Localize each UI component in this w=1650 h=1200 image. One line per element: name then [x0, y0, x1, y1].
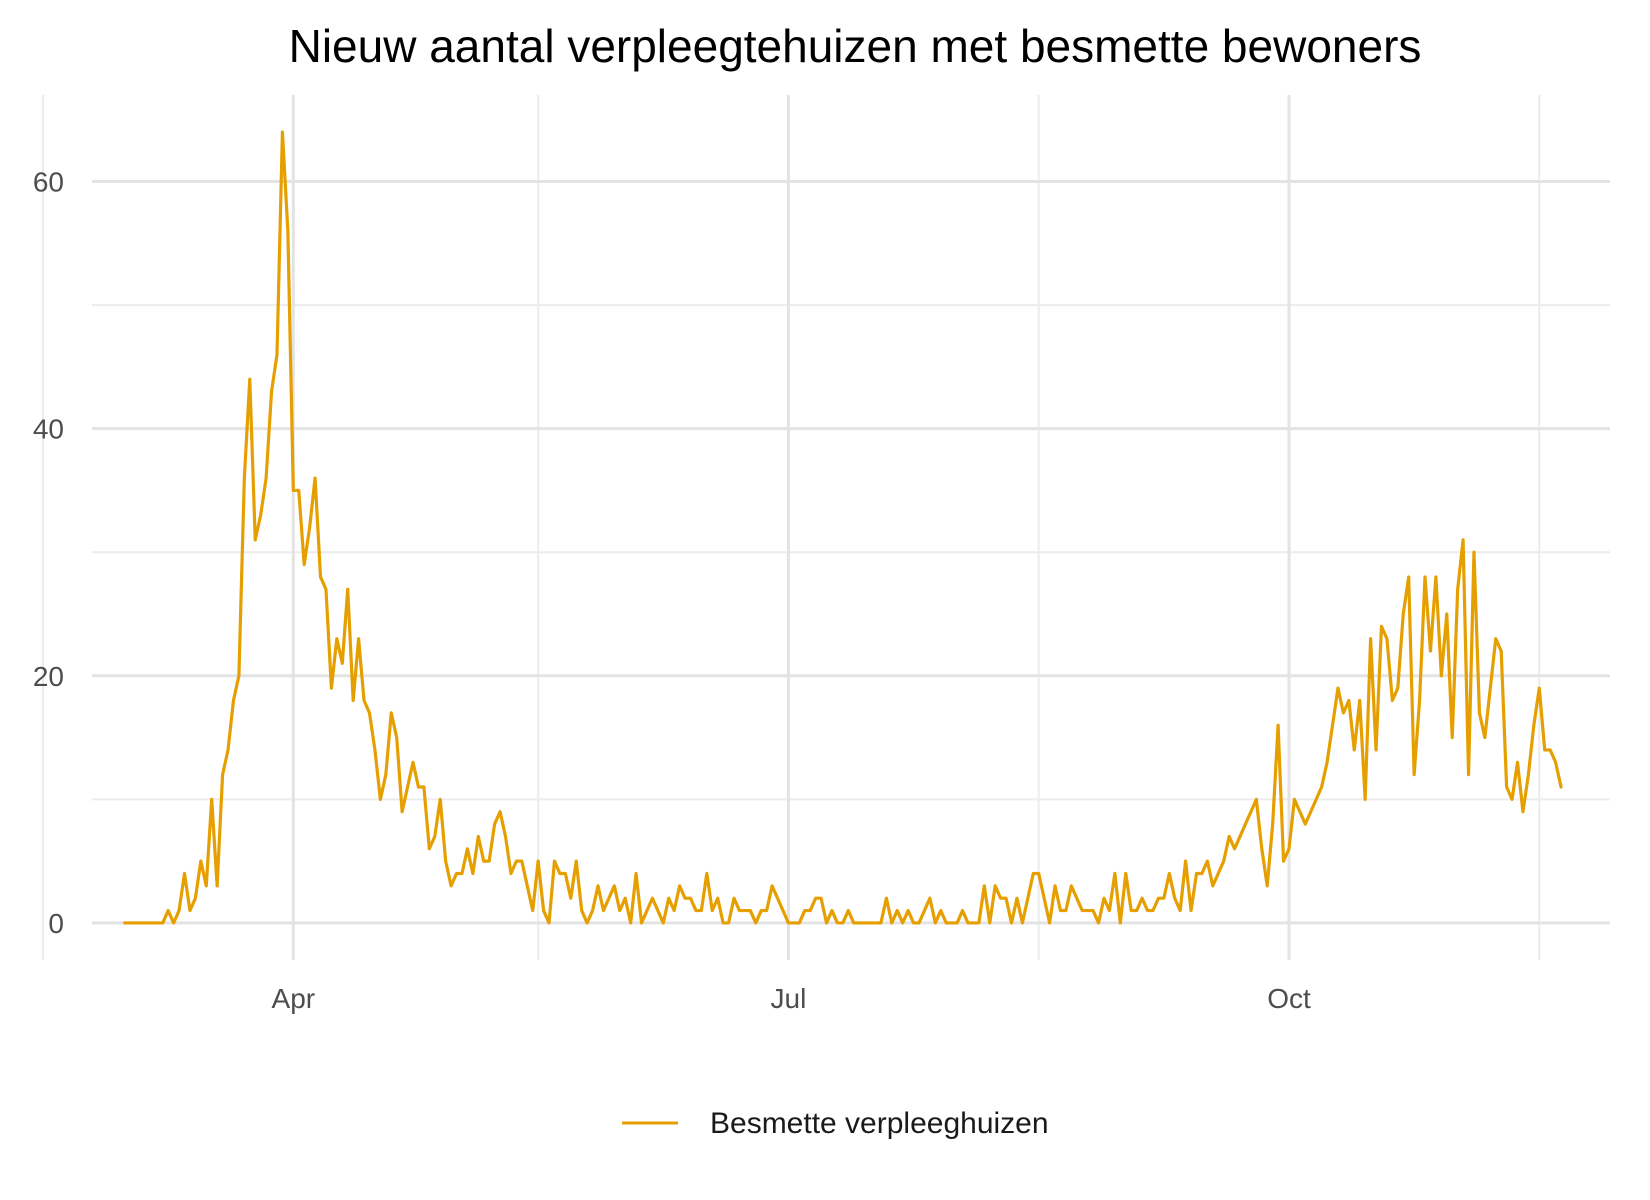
axes: 0 20 40 60 Apr Jul Oct [33, 167, 1311, 1015]
grid [42, 95, 1610, 960]
x-tick-label: Jul [771, 983, 807, 1014]
y-tick-label: 0 [48, 908, 64, 939]
series-layer [123, 130, 1563, 925]
y-tick-label: 20 [33, 661, 64, 692]
chart-title: Nieuw aantal verpleegtehuizen met besmet… [289, 20, 1422, 72]
y-tick-label: 60 [33, 167, 64, 198]
x-tick-label: Apr [272, 983, 316, 1014]
series-line [123, 130, 1563, 925]
y-tick-label: 40 [33, 414, 64, 445]
x-tick-label: Oct [1267, 983, 1311, 1014]
legend-label: Besmette verpleeghuizen [710, 1107, 1049, 1140]
legend: Besmette verpleeghuizen [622, 1107, 1049, 1140]
